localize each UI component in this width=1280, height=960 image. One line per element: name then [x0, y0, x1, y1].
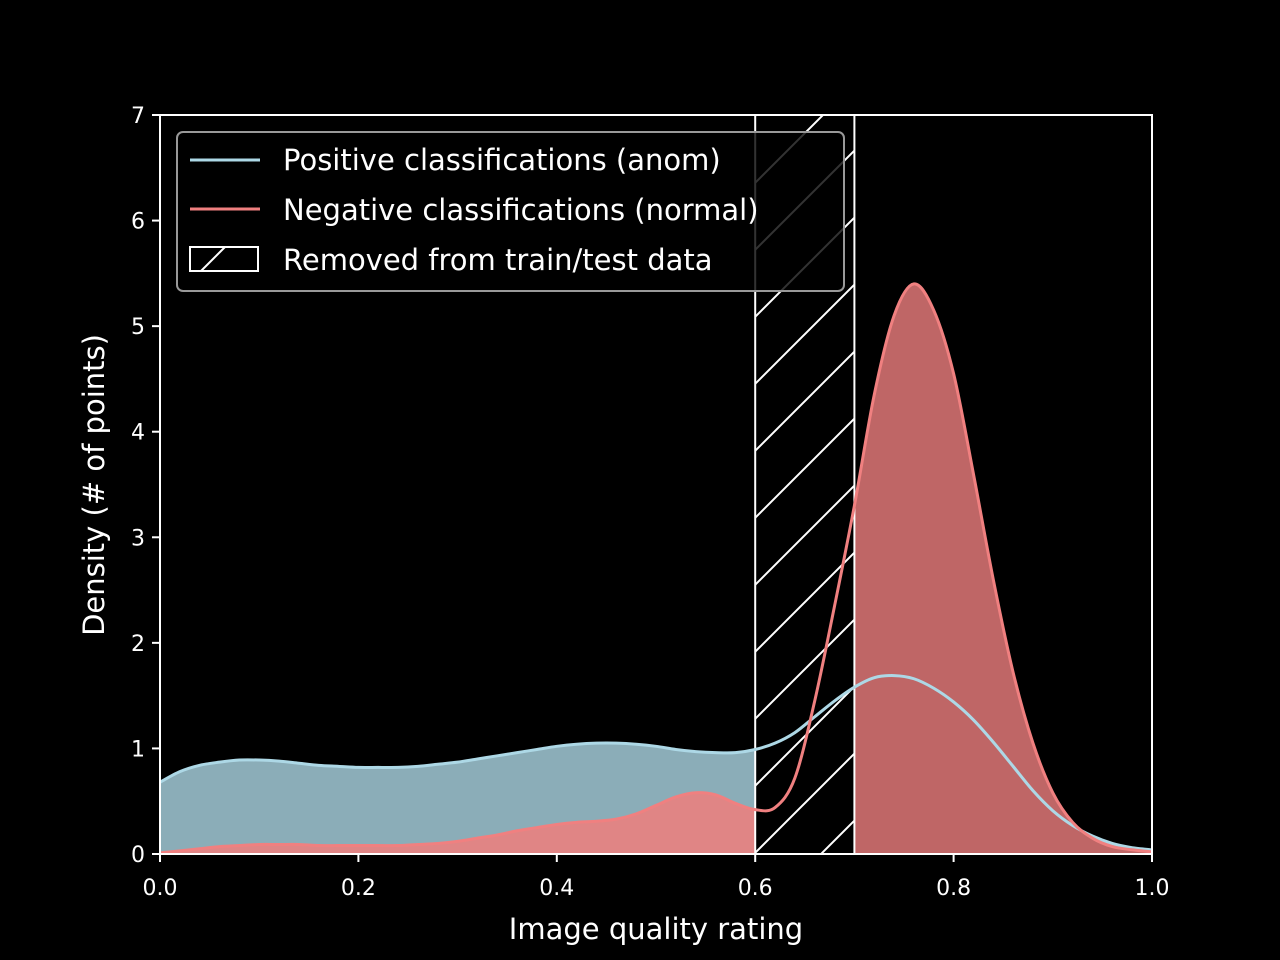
y-tick-label: 7: [131, 104, 145, 129]
y-tick-label: 2: [131, 632, 145, 657]
x-axis-ticks: 0.0 0.2 0.4 0.6 0.8 1.0: [143, 854, 1170, 901]
legend-box: [176, 131, 845, 292]
density-fills: [160, 283, 1152, 854]
legend-swatch-removed: [190, 247, 258, 271]
legend-swatch-removed-stroke: [200, 246, 226, 272]
legend: Positive classifications (anom) Negative…: [176, 131, 845, 292]
y-tick-label: 3: [131, 526, 145, 551]
y-tick-label: 6: [131, 210, 145, 235]
x-tick-label: 0.0: [143, 876, 178, 901]
area-negative-kept-low: [160, 792, 756, 854]
y-tick-label: 4: [131, 421, 145, 446]
legend-label-removed: Removed from train/test data: [283, 243, 713, 277]
plot-frame: [159, 114, 1153, 855]
y-axis-label: Density (# of points): [77, 334, 111, 636]
legend-label-positive: Positive classifications (anom): [283, 143, 721, 177]
legend-label-negative: Negative classifications (normal): [283, 193, 759, 227]
line-positive: [160, 674, 1152, 852]
x-tick-label: 1.0: [1135, 876, 1170, 901]
x-tick-label: 0.2: [341, 876, 376, 901]
x-tick-label: 0.8: [936, 876, 971, 901]
y-tick-label: 1: [131, 737, 145, 762]
x-tick-label: 0.4: [539, 876, 574, 901]
area-negative-kept-high: [854, 283, 1152, 854]
x-axis-label: Image quality rating: [509, 912, 803, 946]
y-tick-label: 0: [131, 843, 145, 868]
y-tick-label: 5: [131, 315, 145, 340]
density-lines: [160, 282, 1152, 854]
x-tick-label: 0.6: [738, 876, 773, 901]
y-axis-ticks: 0 1 2 3 4 5 6 7: [131, 104, 160, 868]
line-negative: [160, 282, 1152, 854]
